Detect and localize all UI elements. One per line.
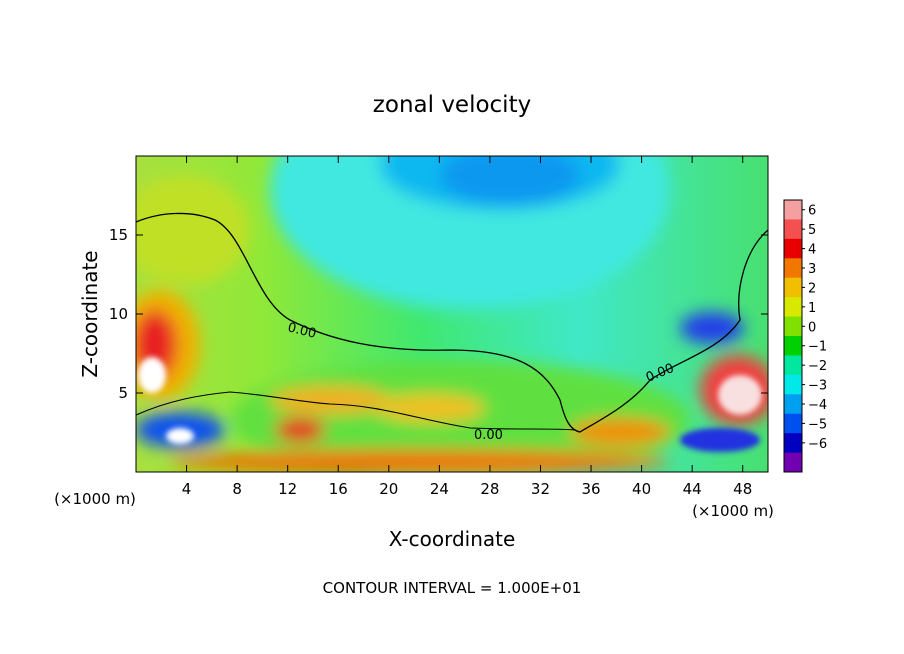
colorbar-swatch [784, 316, 802, 337]
colorbar-swatch [784, 394, 802, 415]
colorbar-label: 1 [808, 301, 816, 316]
x-axis-ticks: 4 8 12 16 20 24 28 32 36 40 44 48 [182, 156, 752, 498]
y-tick-label: 15 [109, 226, 128, 244]
chart-title: zonal velocity [373, 92, 531, 118]
x-tick-label: 36 [581, 480, 600, 498]
y-axis-ticks: 5 10 15 [109, 226, 768, 402]
colorbar-swatch [784, 336, 802, 356]
colorbar: 6 5 4 3 2 1 0 −1 −2 −3 −4 −5 −6 [783, 199, 827, 473]
y-tick-label: 10 [109, 305, 128, 323]
x-tick-label: 16 [329, 480, 348, 498]
colorbar-label: −5 [808, 417, 827, 432]
x-tick-label: 44 [683, 480, 702, 498]
x-tick-label: 28 [480, 480, 499, 498]
contour-label-3: 0.00 [474, 428, 503, 443]
colorbar-swatch [784, 452, 802, 473]
x-unit-left: (×1000 m) [54, 490, 136, 508]
colorbar-swatch [784, 374, 802, 395]
colorbar-label: −4 [808, 398, 827, 413]
colorbar-label: −3 [808, 379, 827, 394]
colorbar-label: 5 [808, 223, 816, 238]
colorbar-label: −1 [808, 340, 827, 355]
colorbar-label: 4 [808, 243, 816, 258]
colorbar-swatch [784, 413, 802, 434]
colorbar-swatch [784, 200, 802, 220]
y-axis-label: Z-coordinate [78, 250, 102, 377]
colorbar-swatch [784, 297, 802, 318]
x-axis-label: X-coordinate [389, 527, 516, 551]
x-tick-label: 32 [531, 480, 550, 498]
x-tick-label: 4 [182, 480, 192, 498]
colorbar-swatch [784, 238, 802, 259]
x-tick-label: 24 [430, 480, 449, 498]
colorbar-label: −6 [808, 437, 827, 452]
x-tick-label: 40 [632, 480, 651, 498]
colorbar-label: 3 [808, 262, 816, 277]
colorbar-label: −2 [808, 359, 827, 374]
x-tick-label: 8 [232, 480, 242, 498]
y-tick-label: 5 [118, 384, 128, 402]
colorbar-label: 6 [808, 204, 816, 219]
colorbar-label: 2 [808, 281, 816, 296]
x-tick-label: 48 [733, 480, 752, 498]
velocity-field [136, 156, 768, 472]
x-unit-right: (×1000 m) [692, 502, 774, 520]
contour-label-1: 0.00 [286, 320, 318, 342]
colorbar-swatch [784, 277, 802, 298]
colorbar-swatch [784, 355, 802, 376]
contour-interval-note: CONTOUR INTERVAL = 1.000E+01 [323, 579, 582, 597]
x-tick-label: 20 [379, 480, 398, 498]
colorbar-swatch [784, 219, 802, 240]
colorbar-label: 0 [808, 320, 816, 335]
x-tick-label: 12 [278, 480, 297, 498]
colorbar-swatch [784, 258, 802, 279]
colorbar-frame [783, 199, 803, 473]
colorbar-swatch [784, 433, 802, 454]
